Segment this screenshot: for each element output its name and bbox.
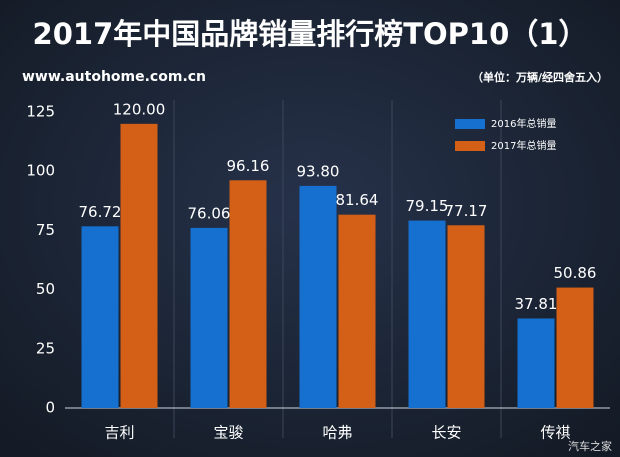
x-tick-label: 传祺 xyxy=(540,424,570,442)
x-tick-label: 吉利 xyxy=(104,424,134,442)
value-label: 81.64 xyxy=(336,191,379,209)
bar xyxy=(81,226,119,408)
bar xyxy=(338,214,376,408)
value-label: 120.00 xyxy=(113,100,166,118)
y-tick-label: 125 xyxy=(26,103,55,121)
value-label: 77.17 xyxy=(445,202,488,220)
bar xyxy=(120,123,158,408)
bar xyxy=(299,185,337,408)
value-label: 76.72 xyxy=(79,203,122,221)
value-label: 93.80 xyxy=(297,162,340,180)
y-tick-label: 100 xyxy=(26,162,55,180)
bar xyxy=(447,225,485,408)
x-tick-label: 哈弗 xyxy=(322,424,352,442)
bar xyxy=(517,318,555,408)
y-tick-label: 50 xyxy=(36,280,55,298)
bar xyxy=(190,227,228,408)
watermark: 汽车之家 xyxy=(568,439,612,453)
value-label: 96.16 xyxy=(227,157,270,175)
x-tick-label: 宝骏 xyxy=(213,424,243,442)
value-label: 76.06 xyxy=(188,204,231,222)
unit-note: （单位：万辆/经四舍五入） xyxy=(472,70,608,84)
value-label: 50.86 xyxy=(554,264,597,282)
value-label: 79.15 xyxy=(406,197,449,215)
bar xyxy=(408,220,446,408)
legend-swatch xyxy=(455,141,485,151)
bar xyxy=(229,180,267,408)
y-tick-label: 25 xyxy=(36,339,55,357)
value-label: 37.81 xyxy=(515,295,558,313)
x-tick-label: 长安 xyxy=(431,424,461,442)
bar xyxy=(556,287,594,408)
chart-title: 2017年中国品牌销量排行榜TOP10（1） xyxy=(33,17,588,51)
y-tick-label: 75 xyxy=(36,221,55,239)
y-tick-label: 0 xyxy=(45,399,55,417)
legend-swatch xyxy=(455,119,485,129)
subtitle: www.autohome.com.cn xyxy=(22,69,206,85)
legend-label: 2017年总销量 xyxy=(491,139,556,152)
legend-label: 2016年总销量 xyxy=(491,117,556,130)
